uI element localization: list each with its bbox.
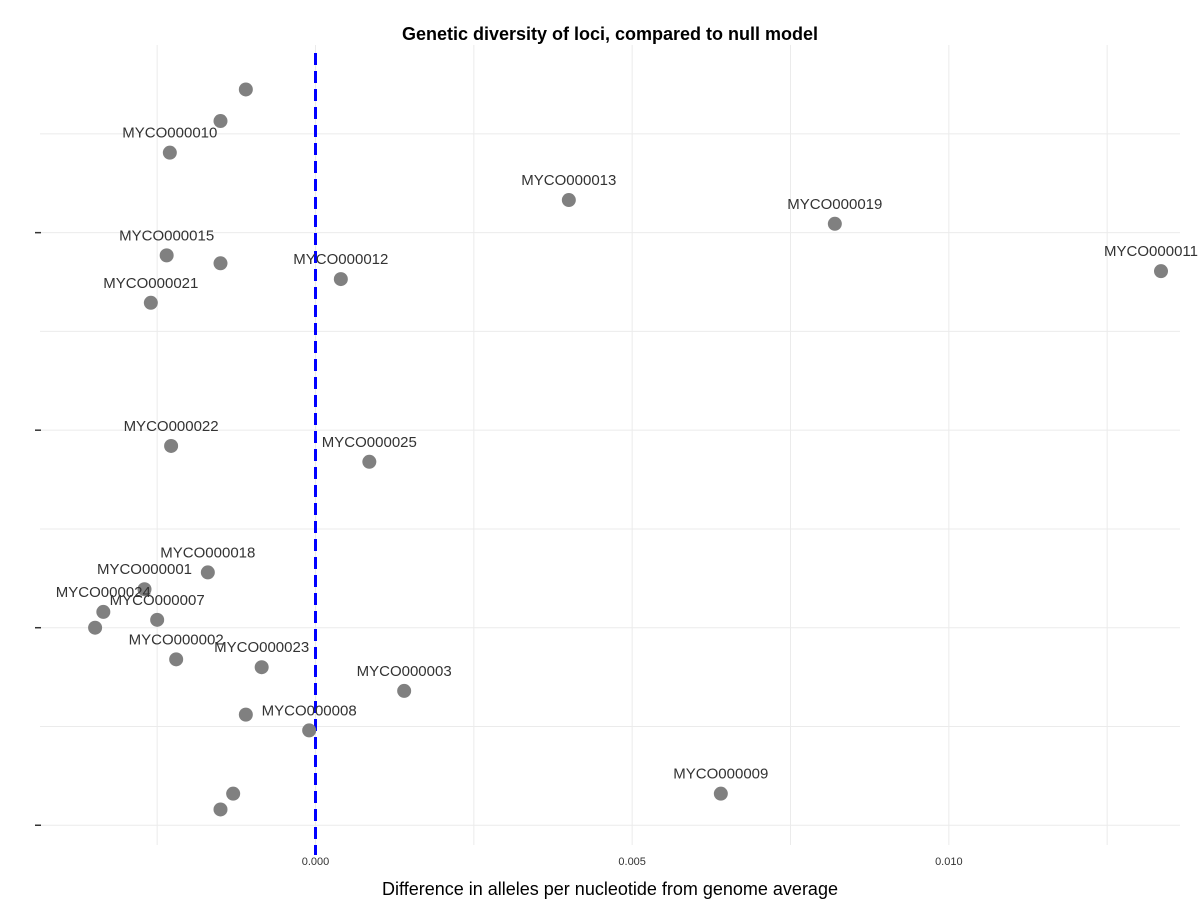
data-point xyxy=(827,216,842,231)
data-point xyxy=(143,295,158,310)
data-point xyxy=(1154,264,1168,279)
data-point xyxy=(302,723,317,738)
point-label: MYCO000015 xyxy=(119,227,214,244)
point-label: MYCO000008 xyxy=(262,702,357,719)
point-labels: MYCO000010 MYCO000013 MYCO000019 MYCO000015… xyxy=(56,125,1198,783)
point-label: MYCO000012 xyxy=(293,251,388,268)
point-label: MYCO000011 xyxy=(1104,243,1198,260)
data-point xyxy=(226,786,241,801)
data-point xyxy=(713,786,728,801)
chart-title: Genetic diversity of loci, compared to n… xyxy=(402,24,818,44)
data-point xyxy=(333,272,348,287)
data-point xyxy=(561,193,576,208)
data-points xyxy=(88,82,1168,817)
y-axis-ticks xyxy=(35,231,41,826)
point-label: MYCO000019 xyxy=(787,196,882,213)
point-label: MYCO000007 xyxy=(110,592,205,609)
point-label: MYCO000009 xyxy=(673,766,768,783)
data-point xyxy=(238,82,253,97)
data-point xyxy=(238,707,253,722)
data-point xyxy=(397,683,412,698)
point-label: MYCO000001 xyxy=(97,561,192,578)
data-point xyxy=(162,145,177,160)
data-point xyxy=(200,565,215,580)
point-label: MYCO000018 xyxy=(160,544,255,561)
x-tick-label: 0.010 xyxy=(935,856,963,868)
point-label: MYCO000010 xyxy=(122,125,217,142)
data-point xyxy=(213,256,228,271)
point-label: MYCO000025 xyxy=(322,434,417,451)
point-label: MYCO000024 xyxy=(56,584,151,601)
data-point xyxy=(96,604,111,619)
point-label: MYCO000023 xyxy=(214,639,309,656)
x-axis-tick-labels: 0.000 0.005 0.010 xyxy=(302,856,963,868)
point-label: MYCO000022 xyxy=(124,418,219,435)
grid-layer xyxy=(40,45,1180,845)
x-axis-label: Difference in alleles per nucleotide fro… xyxy=(382,879,838,899)
x-tick-label: 0.000 xyxy=(302,856,330,868)
point-label: MYCO000013 xyxy=(521,172,616,189)
data-point xyxy=(164,438,179,453)
data-point xyxy=(362,454,377,469)
data-point xyxy=(159,248,174,263)
point-label: MYCO000021 xyxy=(103,275,198,292)
data-point xyxy=(150,612,165,627)
data-point xyxy=(169,652,184,667)
point-label: MYCO000003 xyxy=(357,663,452,680)
data-point xyxy=(137,582,152,597)
data-point xyxy=(213,114,228,129)
data-point xyxy=(88,620,103,635)
point-label: MYCO000002 xyxy=(129,631,224,648)
data-point xyxy=(213,802,228,817)
x-tick-label: 0.005 xyxy=(618,856,646,868)
data-point xyxy=(254,660,269,675)
